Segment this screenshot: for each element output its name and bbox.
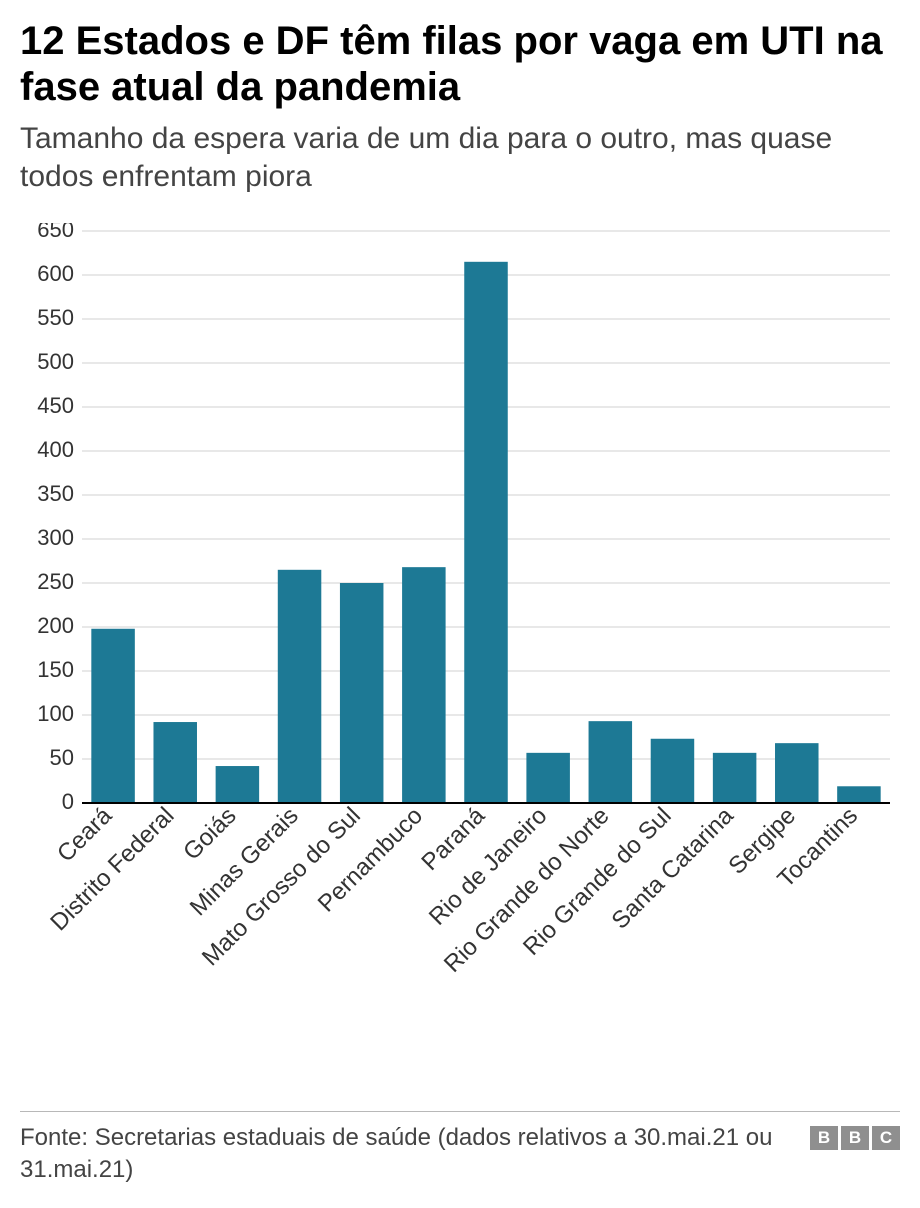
svg-text:0: 0 — [62, 789, 74, 814]
bar-chart: 050100150200250300350400450500550600650C… — [20, 223, 900, 1093]
bar — [402, 567, 446, 803]
source-text: Fonte: Secretarias estaduais de saúde (d… — [20, 1122, 794, 1187]
bar — [278, 570, 322, 803]
bbc-logo-letter: B — [841, 1126, 869, 1150]
footer-divider — [20, 1111, 900, 1112]
bar — [775, 743, 819, 803]
svg-text:300: 300 — [37, 525, 74, 550]
bar — [526, 753, 570, 803]
svg-text:50: 50 — [50, 745, 74, 770]
bbc-logo-letter: C — [872, 1126, 900, 1150]
svg-text:200: 200 — [37, 613, 74, 638]
bar — [340, 583, 384, 803]
svg-text:350: 350 — [37, 481, 74, 506]
bar — [91, 629, 135, 803]
chart-subtitle: Tamanho da espera varia de um dia para o… — [20, 120, 900, 195]
bar — [216, 766, 260, 803]
bar — [589, 721, 633, 803]
chart-title: 12 Estados e DF têm filas por vaga em UT… — [20, 18, 900, 110]
svg-text:250: 250 — [37, 569, 74, 594]
bar — [837, 786, 881, 803]
svg-text:500: 500 — [37, 349, 74, 374]
bar — [651, 739, 695, 803]
svg-text:100: 100 — [37, 701, 74, 726]
chart-svg: 050100150200250300350400450500550600650C… — [20, 223, 900, 1093]
bar — [464, 262, 508, 803]
svg-text:650: 650 — [37, 223, 74, 242]
svg-text:150: 150 — [37, 657, 74, 682]
svg-text:600: 600 — [37, 261, 74, 286]
bar — [713, 753, 757, 803]
svg-text:400: 400 — [37, 437, 74, 462]
bar — [153, 722, 197, 803]
bbc-logo: B B C — [810, 1122, 900, 1150]
svg-text:550: 550 — [37, 305, 74, 330]
svg-text:450: 450 — [37, 393, 74, 418]
bbc-logo-letter: B — [810, 1126, 838, 1150]
